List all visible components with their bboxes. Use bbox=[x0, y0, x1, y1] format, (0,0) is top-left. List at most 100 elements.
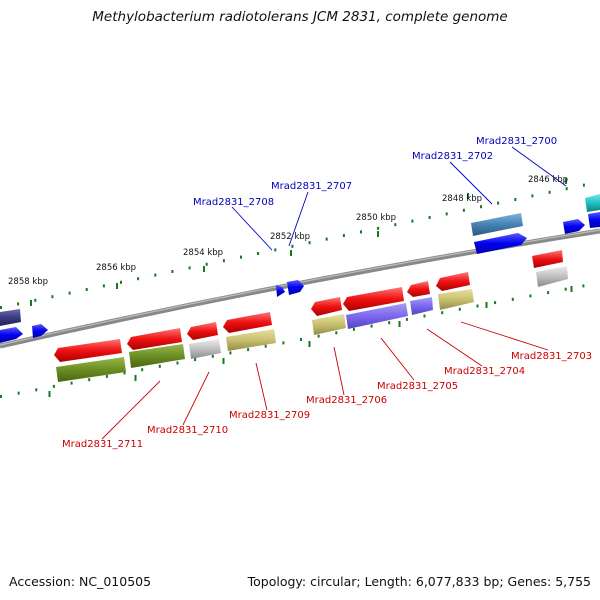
minor-tick bbox=[188, 266, 191, 270]
minor-tick bbox=[377, 226, 380, 230]
minor-tick bbox=[394, 223, 397, 227]
minor-tick bbox=[154, 273, 157, 277]
gene-mrad2831-2708[interactable] bbox=[276, 285, 285, 297]
gene-reverse-grey[interactable] bbox=[536, 266, 568, 287]
minor-tick bbox=[405, 317, 408, 321]
leader-line bbox=[380, 337, 415, 381]
minor-tick bbox=[514, 198, 517, 201]
gene-reverse-khaki-2[interactable] bbox=[312, 314, 346, 335]
gene-mrad2831-2709[interactable] bbox=[223, 312, 272, 333]
minor-tick bbox=[480, 205, 482, 209]
scale-label: 2852 kbp bbox=[270, 232, 310, 242]
minor-tick bbox=[497, 201, 500, 205]
gene-mrad2831-2706[interactable] bbox=[343, 287, 404, 311]
minor-tick bbox=[547, 291, 550, 295]
gene-mrad2831-2707[interactable] bbox=[287, 280, 304, 295]
minor-tick bbox=[211, 354, 214, 358]
minor-tick bbox=[428, 216, 431, 219]
gene-forward-navy-edge[interactable] bbox=[0, 309, 21, 326]
minor-tick bbox=[158, 364, 161, 368]
minor-tick bbox=[423, 314, 426, 318]
minor-tick bbox=[264, 344, 267, 348]
major-tick bbox=[308, 341, 311, 347]
gene-reverse-red[interactable] bbox=[311, 297, 342, 316]
leader-line bbox=[231, 206, 273, 251]
minor-tick bbox=[34, 298, 37, 302]
gene-label[interactable]: Mrad2831_2708 bbox=[193, 197, 274, 208]
minor-tick bbox=[257, 252, 260, 255]
scale-label: 2854 kbp bbox=[183, 248, 223, 258]
outer-scale-ring bbox=[0, 178, 585, 309]
minor-tick bbox=[105, 374, 108, 378]
gene-label[interactable]: Mrad2831_2711 bbox=[62, 439, 143, 450]
minor-tick bbox=[564, 287, 567, 291]
gene-reverse-red-large[interactable] bbox=[54, 339, 122, 362]
gene-label[interactable]: Mrad2831_2707 bbox=[271, 181, 352, 192]
gene-label[interactable]: Mrad2831_2710 bbox=[147, 425, 228, 436]
major-tick bbox=[290, 250, 292, 256]
gene-reverse-khaki-3[interactable] bbox=[226, 329, 276, 351]
gene-label[interactable]: Mrad2831_2700 bbox=[476, 136, 557, 147]
minor-tick bbox=[565, 187, 568, 191]
scale-label: 2846 kbp bbox=[528, 175, 568, 185]
gene-reverse-olive-large[interactable] bbox=[56, 357, 126, 382]
gene-forward-blue-edge[interactable] bbox=[588, 212, 600, 228]
gene-label[interactable]: Mrad2831_2709 bbox=[229, 410, 310, 421]
gene-reverse-khaki[interactable] bbox=[438, 289, 474, 310]
gene-mrad2831-2700[interactable] bbox=[563, 219, 585, 234]
minor-tick bbox=[335, 331, 338, 335]
minor-tick bbox=[352, 327, 355, 331]
gene-forward-cyan-edge[interactable] bbox=[585, 194, 600, 212]
gene-reverse-slate[interactable] bbox=[346, 303, 408, 329]
minor-tick bbox=[476, 304, 479, 308]
minor-tick bbox=[141, 368, 144, 372]
minor-tick bbox=[205, 262, 208, 266]
gene-forward-blue-left-small[interactable] bbox=[32, 324, 48, 338]
scale-label: 2848 kbp bbox=[442, 194, 482, 204]
gene-reverse-olive[interactable] bbox=[129, 344, 185, 368]
topology-text: Topology: circular; Length: 6,077,833 bp… bbox=[247, 574, 591, 589]
gene-mrad2831-2702[interactable] bbox=[471, 213, 523, 236]
gene-mrad2831-2704[interactable] bbox=[436, 272, 470, 291]
leader-line bbox=[255, 362, 268, 411]
gene-mrad2831-2710[interactable] bbox=[187, 322, 218, 340]
gene-label[interactable]: Mrad2831_2703 bbox=[511, 351, 592, 362]
minor-tick bbox=[317, 334, 320, 338]
gene-labels: Mrad2831_2700 Mrad2831_2702 Mrad2831_270… bbox=[62, 136, 592, 450]
scale-label: 2850 kbp bbox=[356, 213, 396, 223]
minor-tick bbox=[458, 307, 461, 311]
gene-forward-blue[interactable] bbox=[474, 233, 527, 254]
gene-label[interactable]: Mrad2831_2705 bbox=[377, 381, 458, 392]
gene-forward-blue-left[interactable] bbox=[0, 327, 23, 343]
minor-tick bbox=[0, 306, 2, 309]
leader-line bbox=[426, 328, 483, 367]
gene-reverse-grey-2[interactable] bbox=[189, 339, 221, 359]
accession-text: Accession: NC_010505 bbox=[9, 574, 152, 589]
major-tick bbox=[222, 358, 225, 364]
forward-strand-genes bbox=[0, 194, 600, 343]
minor-tick bbox=[411, 219, 414, 223]
minor-tick bbox=[17, 302, 20, 306]
major-tick bbox=[203, 266, 205, 272]
minor-tick bbox=[529, 294, 532, 298]
leader-line bbox=[288, 191, 309, 247]
gene-reverse-slate-small[interactable] bbox=[410, 297, 433, 315]
gene-label[interactable]: Mrad2831_2702 bbox=[412, 151, 493, 162]
leader-line bbox=[101, 380, 161, 440]
minor-tick bbox=[35, 388, 38, 392]
minor-tick bbox=[274, 248, 277, 252]
minor-tick bbox=[582, 183, 585, 187]
minor-tick bbox=[511, 297, 514, 301]
minor-tick bbox=[88, 378, 91, 382]
minor-tick bbox=[70, 381, 73, 385]
gene-mrad2831-2703[interactable] bbox=[532, 250, 563, 268]
minor-tick bbox=[582, 284, 585, 288]
gene-label[interactable]: Mrad2831_2706 bbox=[306, 395, 387, 406]
gene-mrad2831-2711[interactable] bbox=[127, 328, 182, 350]
gene-label[interactable]: Mrad2831_2704 bbox=[444, 366, 525, 377]
minor-tick bbox=[102, 284, 105, 288]
major-tick bbox=[485, 302, 488, 308]
minor-tick bbox=[291, 244, 294, 248]
gene-mrad2831-2705[interactable] bbox=[407, 281, 430, 297]
